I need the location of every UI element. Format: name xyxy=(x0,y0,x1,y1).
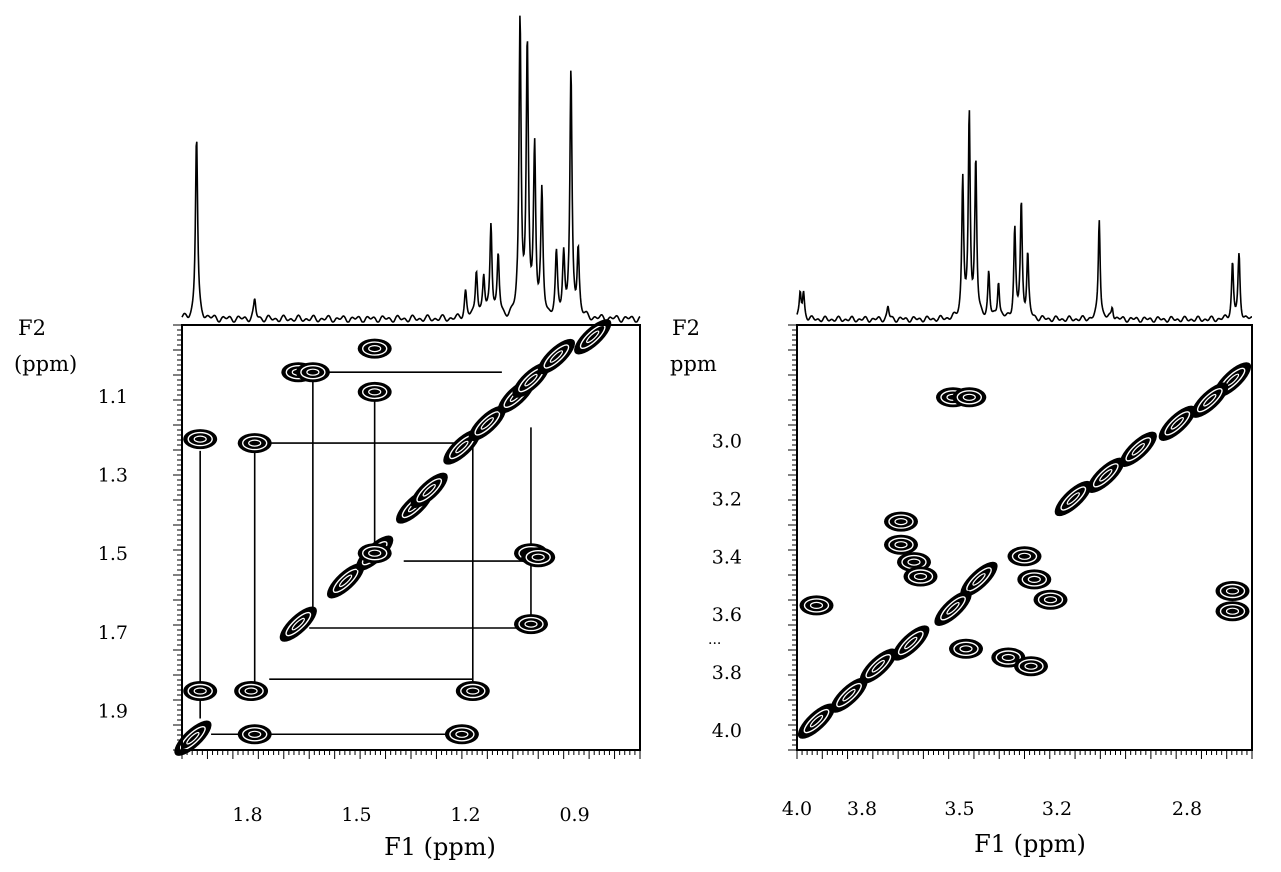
right-y-ticks: 3.0 3.2 3.4 3.6 3.8 4.0 xyxy=(712,324,797,751)
left-x-ticks: 1.8 1.5 1.2 0.9 xyxy=(181,750,641,826)
diagonal-peak xyxy=(174,720,212,756)
cross-peak xyxy=(183,429,218,450)
cross-peak xyxy=(1215,601,1250,622)
cross-peak xyxy=(949,638,983,659)
x-tick-label: 2.8 xyxy=(1172,798,1202,820)
diagonal-peak xyxy=(574,319,612,355)
right-x-ticks: 4.0 3.8 3.5 3.2 2.8 xyxy=(782,750,1253,820)
cross-peak xyxy=(1017,569,1052,590)
diagonal-peak xyxy=(1054,480,1092,517)
right-y-axis-label-line1: F2 xyxy=(672,316,700,340)
left-y-ticks: 1.1 1.3 1.5 1.7 1.9 xyxy=(98,324,182,751)
diagonal-peak xyxy=(279,606,317,642)
cross-peak xyxy=(234,681,269,701)
y-tick-label: 3.8 xyxy=(712,662,742,684)
diagonal-peak xyxy=(537,338,575,375)
diagonal-peak xyxy=(1158,405,1196,441)
cross-peak xyxy=(357,338,392,359)
cross-peak xyxy=(1033,589,1068,610)
cross-peak xyxy=(1215,581,1250,601)
diagonal-peak xyxy=(1119,431,1157,467)
diagonal-peak xyxy=(960,561,998,598)
diagonal-peak xyxy=(892,625,930,661)
y-tick-label: 1.5 xyxy=(98,543,128,565)
diagonal-peak xyxy=(410,472,448,508)
x-tick-label: 3.2 xyxy=(1042,798,1072,820)
x-tick-label: 3.8 xyxy=(847,798,877,820)
left-x-axis-label: F1 (ppm) xyxy=(384,833,496,861)
y-tick-label: 1.7 xyxy=(98,622,128,644)
y-tick-label: 4.0 xyxy=(712,720,742,742)
x-tick-label: 1.2 xyxy=(450,804,480,826)
y-tick-label: 1.1 xyxy=(98,386,128,408)
y-tick-label: 1.9 xyxy=(98,701,128,723)
cross-peak xyxy=(237,724,272,745)
right-x-axis-label: F1 (ppm) xyxy=(974,830,1086,858)
cross-peak xyxy=(295,362,330,383)
x-tick-label: 1.5 xyxy=(341,804,371,826)
left-cross-peaks xyxy=(183,338,556,745)
left-diagonal-band xyxy=(174,319,612,756)
y-tick-label: 3.0 xyxy=(712,431,742,453)
cross-peak xyxy=(903,566,938,587)
cross-peak xyxy=(952,387,987,408)
diagonal-peak xyxy=(468,405,506,442)
left-y-axis-label-line1: F2 xyxy=(18,316,46,340)
diagonal-peak xyxy=(797,703,836,739)
right-ellipsis-mark: ... xyxy=(708,632,721,648)
cross-peak xyxy=(1007,546,1042,567)
cross-peak xyxy=(799,595,834,616)
right-y-axis-label-line2: ppm xyxy=(670,352,717,376)
right-1d-projection-spectrum xyxy=(796,110,1252,323)
cross-peak xyxy=(514,614,548,635)
diagonal-peak xyxy=(1191,382,1229,418)
x-tick-label: 3.5 xyxy=(944,798,974,820)
y-tick-label: 3.2 xyxy=(712,488,742,510)
diagonal-peak xyxy=(1087,457,1125,493)
cross-peak xyxy=(884,534,918,555)
cross-peak xyxy=(183,681,218,701)
right-diagonal-band xyxy=(797,362,1252,739)
right-cross-peaks xyxy=(799,387,1250,677)
cross-peak xyxy=(884,511,918,532)
cross-peak xyxy=(357,543,392,564)
y-tick-label: 1.3 xyxy=(98,465,128,487)
left-1d-projection-spectrum xyxy=(181,15,641,323)
cross-peak xyxy=(521,547,556,568)
x-tick-label: 1.8 xyxy=(232,804,262,826)
cross-peak xyxy=(1014,656,1048,677)
x-tick-label: 4.0 xyxy=(782,798,812,820)
cross-peak xyxy=(357,381,392,402)
cross-peak xyxy=(237,433,272,454)
diagonal-peak xyxy=(859,648,897,684)
left-y-axis-label-line2: (ppm) xyxy=(14,352,77,376)
right-cosy-panel: 4.0 3.8 3.5 3.2 2.8 3.0 3.2 3.4 3.6 3.8 4.0 F2 pp… xyxy=(670,110,1253,858)
diagonal-peak xyxy=(934,590,972,626)
left-cosy-panel: 1.8 1.5 1.2 0.9 1.1 1.3 1.5 1.7 1.9 F2 (ppm) F1… xyxy=(14,15,641,861)
diagonal-peak xyxy=(830,677,868,713)
cross-peak xyxy=(444,724,479,745)
y-tick-label: 3.4 xyxy=(712,546,742,568)
x-tick-label: 0.9 xyxy=(559,804,589,826)
cross-peak xyxy=(455,681,490,701)
y-tick-label: 3.6 xyxy=(712,604,742,626)
diagonal-peak xyxy=(327,563,365,599)
